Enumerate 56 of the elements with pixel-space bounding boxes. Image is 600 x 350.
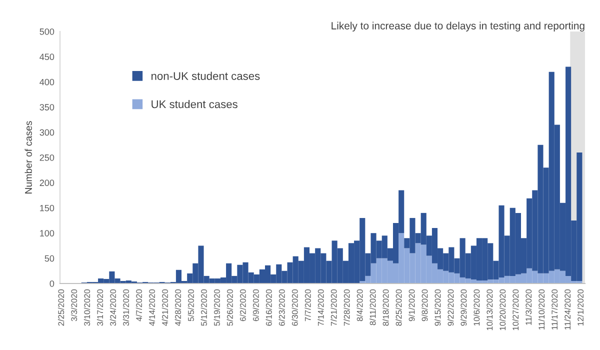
x-tick-label: 8/18/2020	[382, 289, 389, 326]
x-tick-label: 8/25/2020	[396, 289, 402, 326]
x-tick-label: 10/20/2020	[499, 289, 506, 330]
x-tick-label: 6/2/2020	[240, 289, 246, 322]
x-tick-label: 9/22/2020	[448, 289, 454, 326]
y-axis-title: Number of cases	[24, 121, 32, 194]
x-tick-label: 10/27/2020	[512, 289, 519, 330]
x-tick-label: 7/7/2020	[304, 289, 311, 322]
x-tick-label: 4/14/2020	[148, 289, 155, 326]
y-tick-label: 250	[40, 154, 54, 161]
x-tick-label: 8/11/2020	[370, 289, 376, 326]
y-tick-label: 100	[40, 230, 54, 236]
x-tick-label: 9/8/2020	[422, 289, 428, 322]
x-tick-label: 9/15/2020	[434, 289, 441, 326]
y-tick-label: 300	[40, 129, 54, 136]
x-tick-label: 7/28/2020	[344, 289, 350, 326]
x-tick-label: 3/31/2020	[122, 289, 130, 326]
x-tick-label: 3/17/2020	[96, 289, 104, 326]
x-tick-label: 6/23/2020	[278, 289, 285, 326]
x-tick-label: 6/30/2020	[292, 289, 298, 326]
y-tick-label: 450	[40, 54, 54, 60]
x-tick-label: 3/3/2020	[70, 289, 78, 322]
x-tick-label: 8/4/2020	[356, 289, 363, 322]
x-tick-label: 4/7/2020	[136, 289, 142, 322]
legend-label: UK student cases	[152, 100, 238, 108]
x-tick-label: 5/12/2020	[200, 289, 207, 326]
x-tick-label: 7/21/2020	[330, 289, 337, 326]
x-tick-label: 6/9/2020	[252, 289, 259, 322]
x-tick-label: 4/28/2020	[174, 289, 181, 326]
x-tick-label: 2/25/2020	[58, 289, 64, 326]
x-tick-label: 11/24/2020	[564, 289, 571, 330]
x-tick-label: 11/17/2020	[551, 289, 558, 330]
x-tick-label: 3/24/2020	[110, 289, 116, 326]
x-tick-label: 9/1/2020	[408, 289, 415, 322]
y-tick-label: 50	[44, 255, 54, 262]
x-tick-label: 5/26/2020	[226, 289, 233, 326]
band-label: Likely to increase due to delays in testing and reporting	[332, 22, 584, 32]
x-tick-label: 7/14/2020	[318, 289, 324, 326]
x-tick-label: 9/29/2020	[460, 289, 467, 326]
x-tick-label: 10/6/2020	[474, 289, 480, 326]
y-tick-label: 200	[40, 180, 54, 186]
x-tick-label: 5/5/2020	[188, 289, 194, 322]
x-tick-label: 3/10/2020	[84, 289, 90, 326]
x-tick-label: 6/16/2020	[266, 289, 272, 326]
x-tick-label: 5/19/2020	[214, 289, 220, 326]
x-tick-label: 12/1/2020	[577, 289, 584, 326]
legend-label: non-UK student cases	[152, 72, 260, 80]
y-tick-label: 500	[40, 28, 54, 35]
y-tick-label: 400	[40, 78, 54, 86]
x-tick-label: 4/21/2020	[162, 289, 168, 326]
x-tick-label: 11/3/2020	[525, 289, 532, 325]
x-tick-label: 11/10/2020	[538, 289, 545, 330]
x-tick-label: 10/13/2020	[486, 289, 493, 330]
y-tick-label: 150	[40, 204, 54, 212]
y-tick-label: 0	[50, 280, 54, 287]
y-tick-label: 350	[40, 104, 54, 110]
